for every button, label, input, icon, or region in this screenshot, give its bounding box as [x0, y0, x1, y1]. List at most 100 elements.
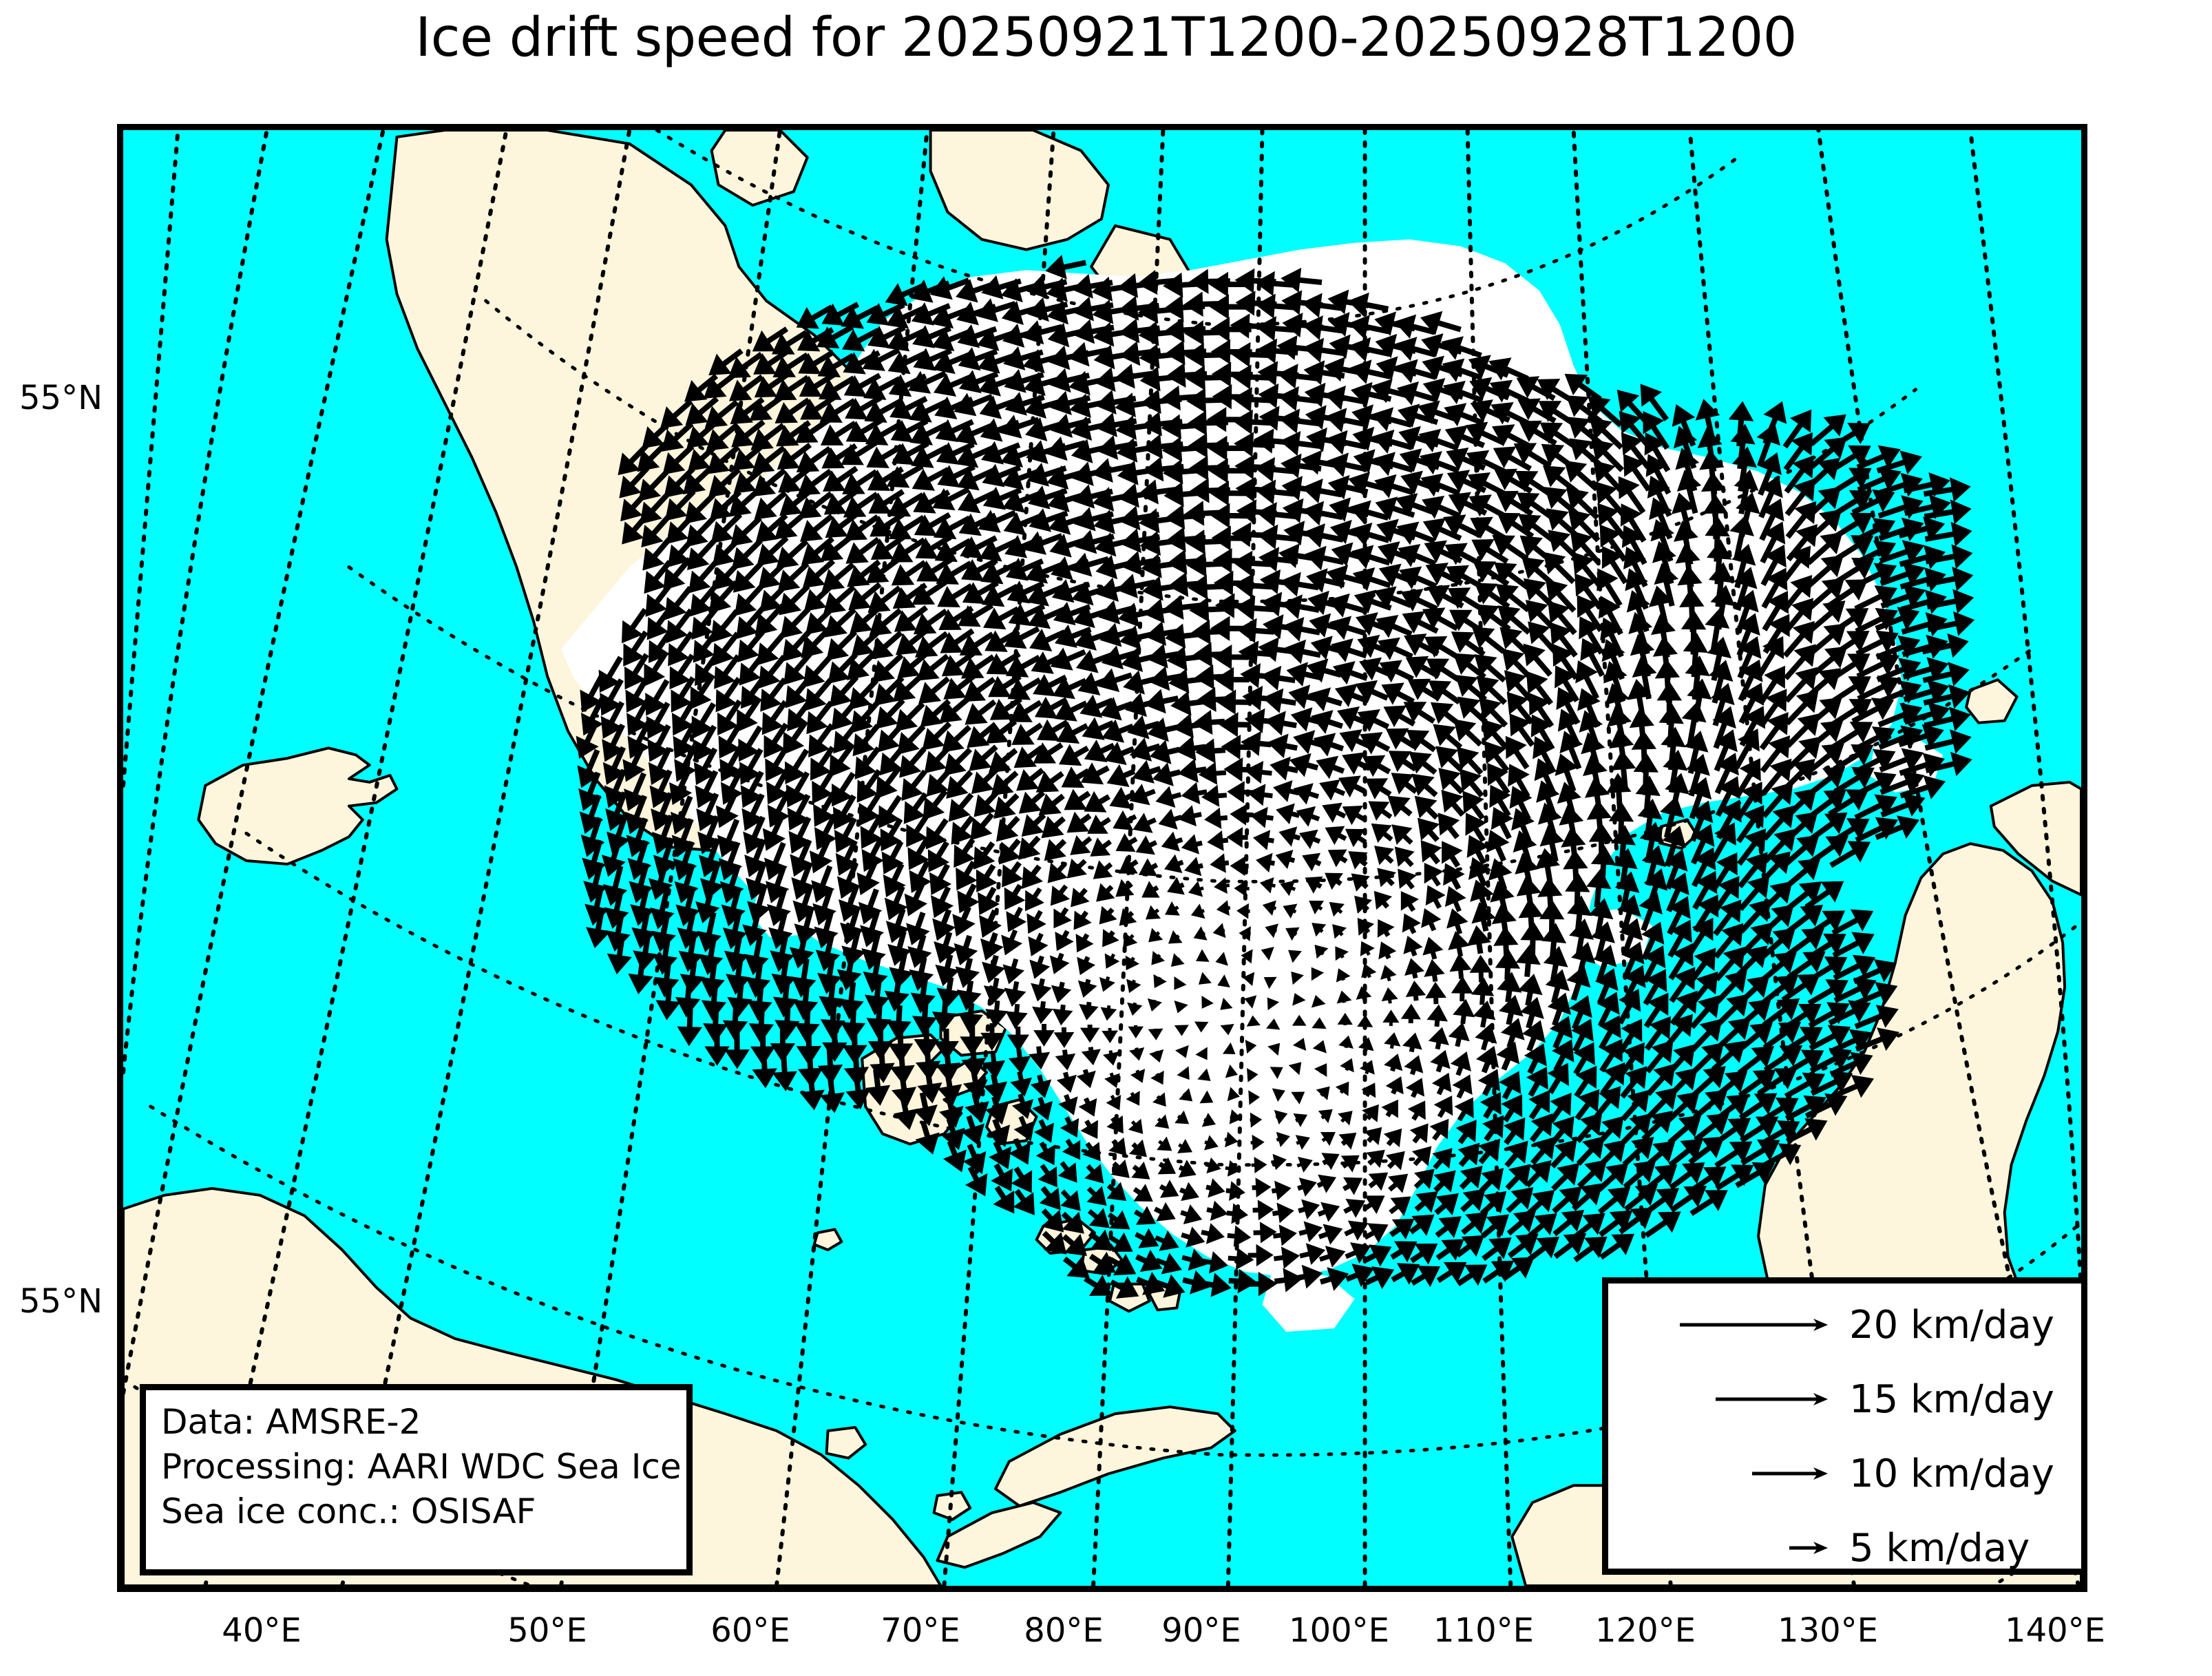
- drift-arrow: [1225, 1160, 1242, 1177]
- drift-arrow: [752, 1048, 777, 1089]
- drift-arrow: [1177, 1138, 1192, 1153]
- drift-arrow: [1345, 1264, 1375, 1288]
- drift-arrow: [693, 747, 718, 786]
- drift-arrow: [1071, 888, 1090, 908]
- drift-arrow: [763, 841, 788, 881]
- drift-arrow: [1338, 775, 1366, 798]
- drift-arrow: [1396, 381, 1438, 406]
- drift-arrow: [1271, 1180, 1292, 1201]
- drift-arrow: [1351, 545, 1391, 569]
- drift-arrow: [1236, 903, 1250, 919]
- drift-arrow: [668, 766, 693, 806]
- drift-arrow: [1201, 1113, 1216, 1127]
- drift-arrow: [1904, 494, 1951, 519]
- drift-arrow: [1164, 854, 1184, 873]
- drift-arrow: [1362, 755, 1391, 777]
- drift-arrow: [983, 1073, 1008, 1102]
- drift-arrow: [1084, 1275, 1113, 1296]
- drift-arrow: [1181, 834, 1203, 855]
- drift-arrow: [1394, 846, 1415, 868]
- drift-arrow: [732, 442, 766, 471]
- drift-arrow: [937, 583, 973, 607]
- land-siberia-east: [1989, 780, 2081, 897]
- drift-arrow: [890, 418, 929, 443]
- drift-arrow: [960, 535, 998, 559]
- longitude-label: 80°E: [1024, 1611, 1104, 1650]
- drift-arrow: [1922, 662, 1970, 687]
- drift-arrow: [1552, 1186, 1582, 1214]
- drift-arrow: [1436, 1261, 1467, 1284]
- drift-arrow: [1495, 490, 1534, 516]
- drift-arrow: [746, 861, 770, 901]
- drift-arrow: [1283, 617, 1320, 642]
- drift-arrow: [1471, 627, 1506, 654]
- drift-arrow: [739, 748, 763, 785]
- drift-arrow: [1006, 906, 1027, 932]
- drift-arrow: [1879, 748, 1924, 773]
- drift-arrow: [1270, 1153, 1287, 1171]
- drift-arrow: [1354, 895, 1373, 914]
- drift-arrow: [1219, 712, 1251, 737]
- legend-label: 10 km/day: [1849, 1451, 2054, 1496]
- drift-arrow: [1499, 1071, 1521, 1100]
- drift-arrow: [1202, 1272, 1232, 1297]
- drift-arrow: [1498, 994, 1524, 1025]
- drift-arrow: [1784, 1072, 1826, 1099]
- drift-arrow: [647, 724, 671, 762]
- drift-arrow: [982, 486, 1022, 510]
- drift-arrow: [1465, 421, 1505, 446]
- drift-arrow: [1422, 495, 1462, 519]
- drift-arrow: [956, 860, 978, 891]
- drift-arrow: [1486, 830, 1510, 862]
- drift-arrow: [1923, 477, 1971, 503]
- drift-arrow: [1762, 998, 1800, 1028]
- drift-arrow: [1374, 474, 1415, 499]
- drift-arrow: [777, 442, 812, 470]
- drift-arrow: [1207, 830, 1229, 851]
- drift-arrow: [926, 766, 954, 797]
- drift-arrow: [1621, 432, 1651, 470]
- drift-arrow: [1099, 905, 1117, 925]
- drift-arrow: [622, 607, 648, 644]
- drift-arrow: [829, 675, 859, 707]
- drift-arrow: [1108, 1253, 1137, 1276]
- drift-arrow: [1517, 974, 1543, 1006]
- drift-arrow: [1855, 607, 1898, 634]
- drift-arrow: [625, 675, 650, 713]
- drift-arrow: [715, 676, 741, 713]
- drift-arrow: [786, 771, 810, 808]
- drift-arrow: [876, 698, 905, 729]
- drift-arrow: [713, 557, 744, 590]
- drift-arrow: [1152, 762, 1181, 786]
- drift-arrow: [1599, 524, 1628, 562]
- drift-arrow: [1406, 729, 1437, 753]
- drift-arrow: [1413, 1169, 1435, 1189]
- drift-arrow: [1080, 762, 1110, 785]
- drift-arrow: [1669, 1186, 1707, 1213]
- drift-arrow: [1342, 1177, 1363, 1195]
- drift-arrow: [1784, 455, 1814, 494]
- drift-arrow: [860, 911, 884, 947]
- drift-arrow: [1273, 1246, 1300, 1269]
- drift-arrow: [1340, 1058, 1354, 1073]
- drift-arrow: [1244, 761, 1272, 784]
- graticule-meridian-30E: [203, 130, 509, 1586]
- drift-arrow: [1032, 1001, 1053, 1025]
- drift-arrow: [763, 722, 789, 758]
- drift-arrow: [951, 815, 975, 845]
- drift-arrow: [1224, 1131, 1239, 1148]
- drift-arrow: [783, 651, 812, 685]
- drift-arrow: [1193, 926, 1208, 941]
- drift-arrow: [605, 791, 629, 831]
- drift-arrow: [578, 771, 602, 811]
- drift-arrow: [671, 818, 695, 858]
- drift-arrow: [695, 770, 719, 808]
- drift-arrow: [862, 347, 900, 371]
- drift-arrow: [1555, 753, 1579, 793]
- drift-arrow: [1391, 824, 1413, 845]
- drift-arrow: [1692, 1089, 1728, 1120]
- drift-arrow: [1291, 1091, 1305, 1104]
- drift-arrow: [1643, 410, 1670, 450]
- drift-arrow: [908, 370, 947, 394]
- drift-arrow: [787, 793, 811, 831]
